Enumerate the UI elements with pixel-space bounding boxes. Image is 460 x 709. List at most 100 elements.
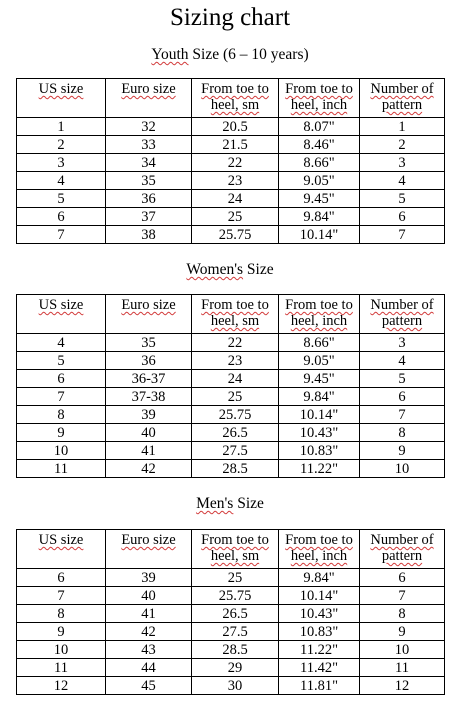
us-size-cell: 8 bbox=[16, 405, 106, 424]
header-line: pattern bbox=[381, 548, 423, 564]
section-title-women: Women's Size bbox=[0, 261, 460, 279]
header-line: Number of bbox=[370, 81, 434, 97]
toe-heel-inch-cell: 9.84" bbox=[278, 568, 360, 587]
euro-size-cell: 35 bbox=[105, 171, 192, 190]
us-size-cell: 9 bbox=[16, 423, 106, 442]
toe-heel-inch-cell: 10.83" bbox=[278, 622, 360, 641]
toe-heel-inch-cell: 9.45" bbox=[278, 369, 360, 388]
table-row: 10 41 27.5 10.83" 9 bbox=[16, 441, 445, 460]
us-size-cell: 4 bbox=[16, 171, 106, 190]
header-row: US size Euro size From toe to heel, sm From … bbox=[16, 78, 445, 118]
header-line: From toe to bbox=[285, 297, 353, 313]
pattern-number-cell: 8 bbox=[359, 604, 445, 623]
pattern-number-cell: 2 bbox=[359, 135, 445, 154]
us-size-cell: 10 bbox=[16, 441, 106, 460]
pattern-number-cell: 10 bbox=[359, 459, 445, 478]
col-header-euro-size: Euro size bbox=[105, 78, 192, 118]
toe-heel-inch-cell: 8.07" bbox=[278, 117, 360, 136]
table-row: 1 32 20.5 8.07" 1 bbox=[16, 117, 445, 136]
pattern-number-cell: 6 bbox=[359, 207, 445, 226]
table-row: 6 39 25 9.84" 6 bbox=[16, 568, 445, 587]
youth-size-table: US size Euro size From toe to heel, sm From … bbox=[16, 78, 445, 244]
page-title: Sizing chart bbox=[169, 4, 291, 31]
toe-heel-inch-cell: 11.81" bbox=[278, 676, 360, 695]
men-size-table: US size Euro size From toe to heel, sm From … bbox=[16, 529, 445, 695]
toe-heel-inch-cell: 9.05" bbox=[278, 351, 360, 370]
toe-heel-sm-cell: 25 bbox=[191, 568, 279, 587]
col-header-toe-heel-inch: From toe to heel, inch bbox=[278, 78, 360, 118]
toe-heel-inch-cell: 10.43" bbox=[278, 423, 360, 442]
col-header-toe-heel-inch: From toe to heel, inch bbox=[278, 529, 360, 569]
us-size-cell: 4 bbox=[16, 333, 106, 352]
toe-heel-inch-cell: 8.66" bbox=[278, 153, 360, 172]
toe-heel-sm-cell: 22 bbox=[191, 153, 279, 172]
toe-heel-sm-cell: 27.5 bbox=[191, 622, 279, 641]
toe-heel-inch-cell: 9.84" bbox=[278, 387, 360, 406]
table-row: 12 45 30 11.81" 12 bbox=[16, 676, 445, 695]
pattern-number-cell: 1 bbox=[359, 117, 445, 136]
euro-size-cell: 41 bbox=[105, 441, 192, 460]
euro-size-cell: 42 bbox=[105, 459, 192, 478]
header-line: Number of bbox=[370, 532, 434, 548]
us-size-cell: 3 bbox=[16, 153, 106, 172]
table-row: 7 38 25.75 10.14" 7 bbox=[16, 225, 445, 244]
header-line: heel, inch bbox=[290, 313, 348, 329]
euro-size-cell: 42 bbox=[105, 622, 192, 641]
pattern-number-cell: 11 bbox=[359, 658, 445, 677]
header-line: heel, inch bbox=[290, 548, 348, 564]
pattern-number-cell: 5 bbox=[359, 369, 445, 388]
toe-heel-sm-cell: 29 bbox=[191, 658, 279, 677]
pattern-number-cell: 3 bbox=[359, 153, 445, 172]
euro-size-cell: 37 bbox=[105, 207, 192, 226]
us-size-cell: 8 bbox=[16, 604, 106, 623]
pattern-number-cell: 7 bbox=[359, 405, 445, 424]
table-row: 9 42 27.5 10.83" 9 bbox=[16, 622, 445, 641]
euro-size-cell: 44 bbox=[105, 658, 192, 677]
section-title-youth: Youth Size (6 – 10 years) bbox=[0, 46, 460, 64]
euro-size-cell: 36-37 bbox=[105, 369, 192, 388]
table-row: 11 42 28.5 11.22" 10 bbox=[16, 459, 445, 478]
toe-heel-sm-cell: 24 bbox=[191, 189, 279, 208]
header-line: heel, sm bbox=[210, 97, 260, 113]
toe-heel-sm-cell: 27.5 bbox=[191, 441, 279, 460]
toe-heel-sm-cell: 22 bbox=[191, 333, 279, 352]
women-size-table: US size Euro size From toe to heel, sm From … bbox=[16, 294, 445, 478]
toe-heel-inch-cell: 10.43" bbox=[278, 604, 360, 623]
pattern-number-cell: 6 bbox=[359, 387, 445, 406]
euro-size-cell: 35 bbox=[105, 333, 192, 352]
table-row: 6 37 25 9.84" 6 bbox=[16, 207, 445, 226]
us-size-cell: 12 bbox=[16, 676, 106, 695]
header-line: From toe to bbox=[285, 81, 353, 97]
toe-heel-inch-cell: 8.66" bbox=[278, 333, 360, 352]
table-row: 6 36-37 24 9.45" 5 bbox=[16, 369, 445, 388]
table-row: 3 34 22 8.66" 3 bbox=[16, 153, 445, 172]
table-row: 4 35 22 8.66" 3 bbox=[16, 333, 445, 352]
pattern-number-cell: 10 bbox=[359, 640, 445, 659]
pattern-number-cell: 7 bbox=[359, 225, 445, 244]
toe-heel-sm-cell: 25.75 bbox=[191, 225, 279, 244]
section-title-squig: Women's bbox=[186, 261, 244, 278]
section-title-rest: Size (6 – 10 years) bbox=[188, 46, 309, 63]
toe-heel-inch-cell: 11.22" bbox=[278, 459, 360, 478]
euro-size-cell: 34 bbox=[105, 153, 192, 172]
euro-size-cell: 40 bbox=[105, 586, 192, 605]
section-title-rest: Size bbox=[243, 261, 274, 278]
us-size-cell: 11 bbox=[16, 658, 106, 677]
col-header-pattern: Number of pattern bbox=[359, 529, 445, 569]
table-row: 7 40 25.75 10.14" 7 bbox=[16, 586, 445, 605]
header-line: heel, sm bbox=[210, 313, 260, 329]
col-header-euro-size: Euro size bbox=[105, 529, 192, 569]
us-size-cell: 7 bbox=[16, 225, 106, 244]
euro-size-cell: 40 bbox=[105, 423, 192, 442]
section-title-squig: Youth bbox=[151, 46, 189, 63]
us-size-cell: 10 bbox=[16, 640, 106, 659]
section-title-squig: Men's bbox=[196, 495, 234, 512]
header-line: Euro size bbox=[121, 297, 176, 313]
table-row: 9 40 26.5 10.43" 8 bbox=[16, 423, 445, 442]
toe-heel-sm-cell: 25.75 bbox=[191, 405, 279, 424]
euro-size-cell: 45 bbox=[105, 676, 192, 695]
table-row: 5 36 24 9.45" 5 bbox=[16, 189, 445, 208]
toe-heel-sm-cell: 20.5 bbox=[191, 117, 279, 136]
us-size-cell: 6 bbox=[16, 369, 106, 388]
col-header-euro-size: Euro size bbox=[105, 294, 192, 334]
